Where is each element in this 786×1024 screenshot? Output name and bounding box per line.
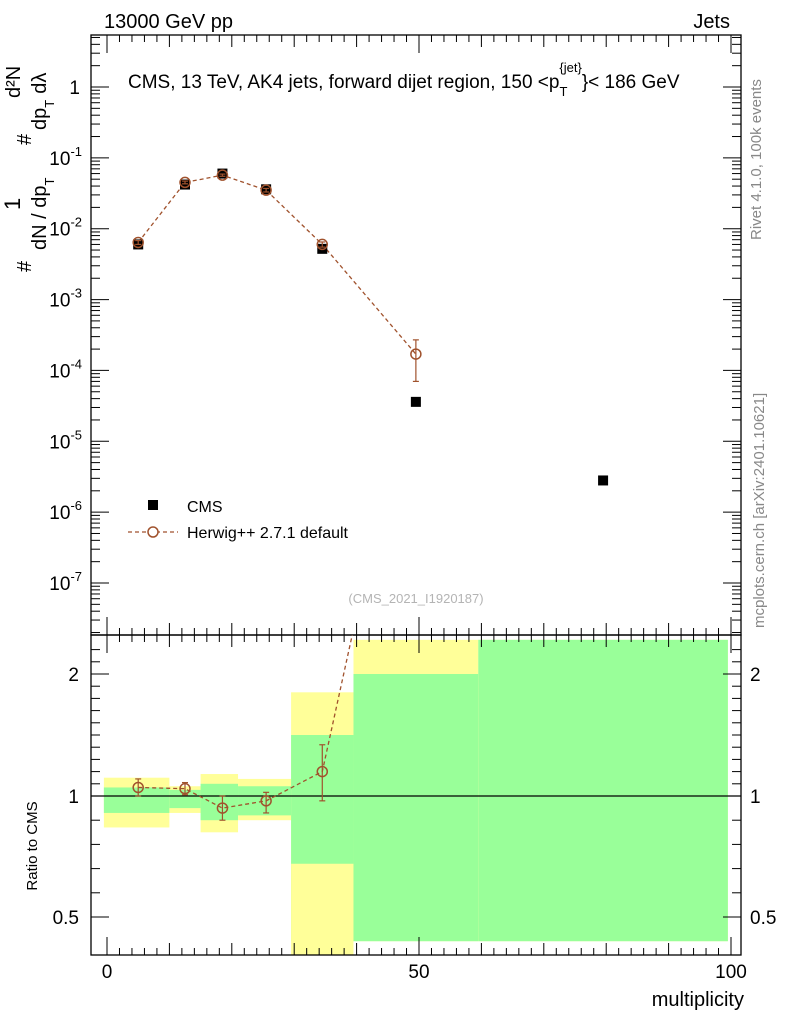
rivet-version-label: Rivet 4.1.0, 100k events <box>748 79 765 240</box>
ratio-y-tick-label-right-1: 1 <box>750 787 761 808</box>
ylabel-frac-bottom-sub: T <box>42 100 57 108</box>
ratio-herwig-line <box>138 635 353 809</box>
title-tail: }< 186 GeV <box>582 72 680 93</box>
x-tick-label-2: 100 <box>715 962 747 983</box>
legend-herwig-label: Herwig++ 2.7.1 default <box>187 525 349 542</box>
ylabel-frac-bottom-tail: dλ <box>29 73 51 94</box>
legend-herwig-marker <box>147 526 159 538</box>
green-band-6 <box>478 639 728 942</box>
legend: CMS Herwig++ 2.7.1 default <box>128 499 349 542</box>
analysis-watermark: (CMS_2021_I1920187) <box>348 591 483 606</box>
ratio-y-tick-label-left-0: 0.5 <box>53 908 79 929</box>
ylabel-one: 1 <box>0 198 25 210</box>
y-tick-label-0: 10-7 <box>49 569 82 595</box>
herwig-point-1 <box>179 176 191 189</box>
herwig-point-5 <box>410 348 422 360</box>
ratio-plot: 0 50 100 0.5 0.5 1 1 2 2 <box>53 35 776 983</box>
main-y-ticks <box>91 36 741 634</box>
title-sub: T <box>559 84 567 99</box>
ylabel-den: dN / dpT <box>29 178 57 250</box>
chart-title: CMS, 13 TeV, AK4 jets, forward dijet reg… <box>128 60 680 99</box>
y-tick-exp: -3 <box>70 286 82 301</box>
green-band-0 <box>103 787 170 813</box>
x-tick-label-0: 0 <box>102 962 113 983</box>
x-tick-label-1: 50 <box>408 962 429 983</box>
ylabel-hash-left: # <box>14 260 36 272</box>
herwig-line <box>137 174 417 355</box>
y-tick-exp: -4 <box>70 356 82 371</box>
y-tick-label-1: 10-6 <box>49 498 82 524</box>
ratio-y-tick-label-left-2: 2 <box>68 665 79 686</box>
y-tick-exp: -6 <box>70 498 82 513</box>
ratio-data <box>132 635 353 821</box>
ratio-y-tick-label-left-1: 1 <box>68 787 79 808</box>
ylabel-den-text: dN / dp <box>29 186 51 250</box>
cms-point-6 <box>598 475 609 486</box>
herwig-point-3 <box>260 184 272 196</box>
herwig-point-4 <box>316 238 329 251</box>
green-band-5 <box>353 674 479 942</box>
title-sup: {jet} <box>559 60 582 75</box>
cms-point-1 <box>180 179 190 190</box>
ratio-y-tick-label-right-2: 2 <box>750 665 761 686</box>
main-frame <box>90 34 742 636</box>
ylabel-frac-bottom-text: dp <box>29 108 51 130</box>
legend-cms-marker <box>148 500 158 510</box>
y-tick-base: 10 <box>49 149 70 170</box>
y-tick-base: 10 <box>49 432 70 453</box>
ratio-point-1 <box>179 782 191 795</box>
herwig-point-2 <box>216 169 229 181</box>
ylabel-den-sub: T <box>42 178 57 186</box>
y-tick-base: 10 <box>49 503 70 524</box>
ratio-point-3 <box>260 795 272 807</box>
y-tick-base: 10 <box>49 291 70 312</box>
y-tick-label-7: 1 <box>69 78 80 99</box>
herwig-point-0 <box>132 236 144 249</box>
y-tick-base: 10 <box>49 220 70 241</box>
y-tick-label-2: 10-5 <box>49 427 82 453</box>
y-tick-label-6: 10-1 <box>49 144 82 170</box>
main-data <box>132 168 609 486</box>
yellow-band-low-4 <box>291 863 354 955</box>
y-tick-label-5: 10-2 <box>49 215 82 241</box>
ratio-frame <box>90 634 742 956</box>
y-tick-exp: -1 <box>70 144 82 159</box>
ratio-bands <box>103 639 728 955</box>
main-y-axis-label: # 1 dN / dpT # d²N dpTdλ <box>0 66 57 272</box>
header-energy-label: 13000 GeV pp <box>104 11 233 33</box>
ratio-point-0 <box>132 781 144 794</box>
y-tick-base: 10 <box>49 574 70 595</box>
green-band-3 <box>238 786 292 816</box>
y-tick-label-4: 10-3 <box>49 286 82 312</box>
ratio-y-axis-label: Ratio to CMS <box>24 801 41 890</box>
legend-cms-label: CMS <box>187 499 223 516</box>
y-tick-exp: -5 <box>70 427 82 442</box>
green-band-2 <box>200 783 239 821</box>
cms-point-5 <box>410 396 421 407</box>
ylabel-frac-bottom: dpTdλ <box>29 73 57 130</box>
ratio-y-ticks <box>91 649 741 918</box>
header-jets-label: Jets <box>693 11 730 33</box>
mcplots-label: mcplots.cern.ch [arXiv:2401.10621] <box>751 393 768 628</box>
ylabel-hash-mid: # <box>14 133 36 145</box>
x-axis-label: multiplicity <box>652 989 744 1011</box>
x-ticks <box>106 35 732 955</box>
y-tick-base: 10 <box>49 361 70 382</box>
ylabel-frac-top: d²N <box>3 66 25 98</box>
y-tick-label-3: 10-4 <box>49 356 82 382</box>
ratio-point-4 <box>316 765 329 778</box>
y-tick-exp: -2 <box>70 215 82 230</box>
title-main: CMS, 13 TeV, AK4 jets, forward dijet reg… <box>128 72 559 93</box>
green-band-1 <box>169 789 201 809</box>
ratio-point-2 <box>216 802 229 814</box>
main-plot: 10-710-610-510-410-310-210-11CMSHerwig++… <box>49 34 742 636</box>
y-tick-exp: -7 <box>70 569 82 584</box>
ratio-y-tick-label-right-0: 0.5 <box>750 908 776 929</box>
